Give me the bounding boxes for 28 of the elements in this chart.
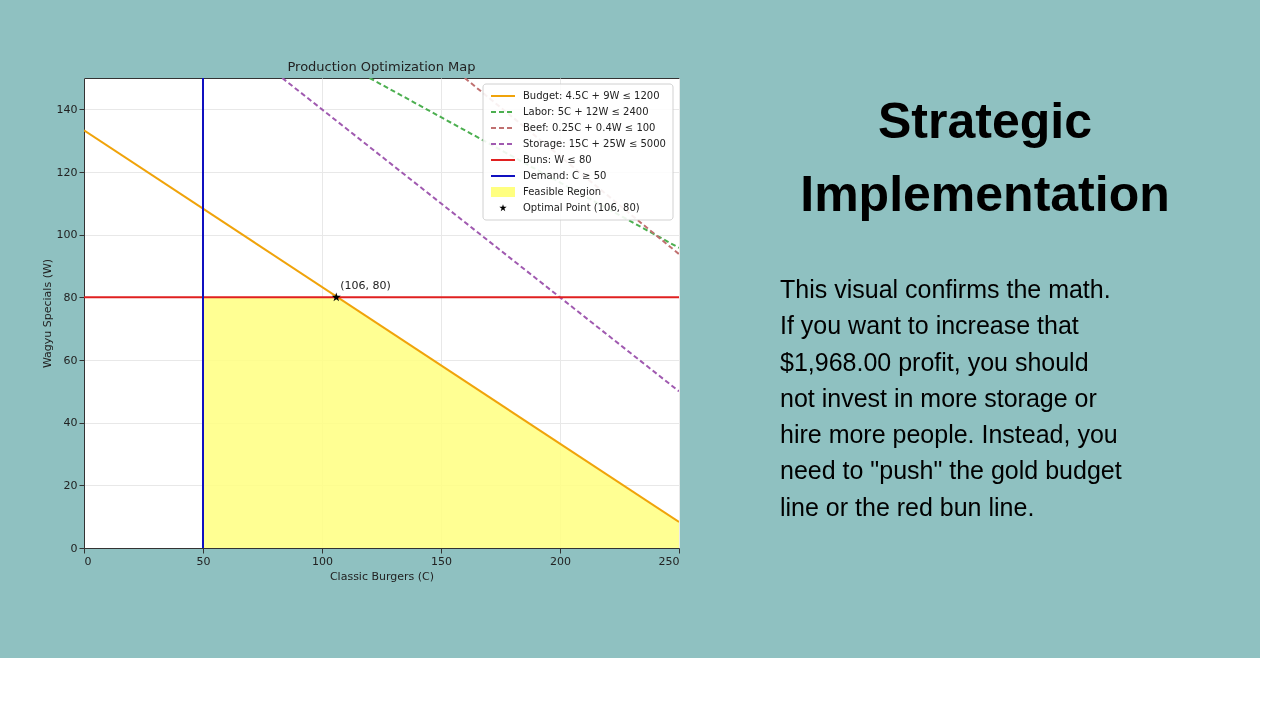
- y-tick-label: 0: [70, 541, 78, 555]
- legend-label: Beef: 0.25C + 0.4W ≤ 100: [523, 122, 656, 133]
- x-tick-label: 150: [431, 554, 452, 568]
- x-tick-label: 50: [196, 554, 211, 568]
- legend-label: Feasible Region: [523, 186, 602, 197]
- x-tick-label: 100: [312, 554, 333, 568]
- chart-title: Production Optimization Map: [287, 59, 476, 74]
- text: This visual confirms the math. If you want to increase that $1,968.00 profit, you should not invest in more storage or hire more people. Instead, you need to "push" the gold budget line or the red bun line.: [780, 275, 1122, 521]
- y-tick-label: 100: [56, 228, 78, 242]
- y-tick-label: 120: [56, 165, 78, 179]
- x-tick-label: 250: [658, 554, 680, 568]
- legend-label: Budget: 4.5C + 9W ≤ 1200: [523, 90, 660, 101]
- text: Strategic Implementation: [800, 93, 1170, 222]
- y-tick-label: 20: [63, 478, 78, 492]
- y-tick-label: 40: [63, 416, 78, 430]
- legend-label: Demand: C ≥ 50: [523, 170, 607, 181]
- x-tick-label: 0: [84, 554, 92, 568]
- y-axis-title: Wagyu Specials (W): [40, 258, 54, 369]
- legend-label: Buns: W ≤ 80: [523, 154, 592, 165]
- y-tick-label: 80: [63, 290, 78, 304]
- y-tick-label: 60: [63, 353, 78, 367]
- x-tick-label: 200: [550, 554, 571, 568]
- x-axis-title: Classic Burgers (C): [329, 569, 435, 583]
- legend-label: Labor: 5C + 12W ≤ 2400: [523, 106, 649, 117]
- y-tick-label: 140: [56, 102, 78, 116]
- annotation: (106, 80): [340, 279, 391, 293]
- legend-label: Storage: 15C + 25W ≤ 5000: [523, 138, 666, 149]
- legend-label: Optimal Point (106, 80): [523, 202, 640, 213]
